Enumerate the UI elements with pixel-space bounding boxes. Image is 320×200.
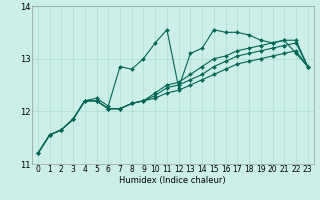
X-axis label: Humidex (Indice chaleur): Humidex (Indice chaleur) bbox=[119, 176, 226, 185]
